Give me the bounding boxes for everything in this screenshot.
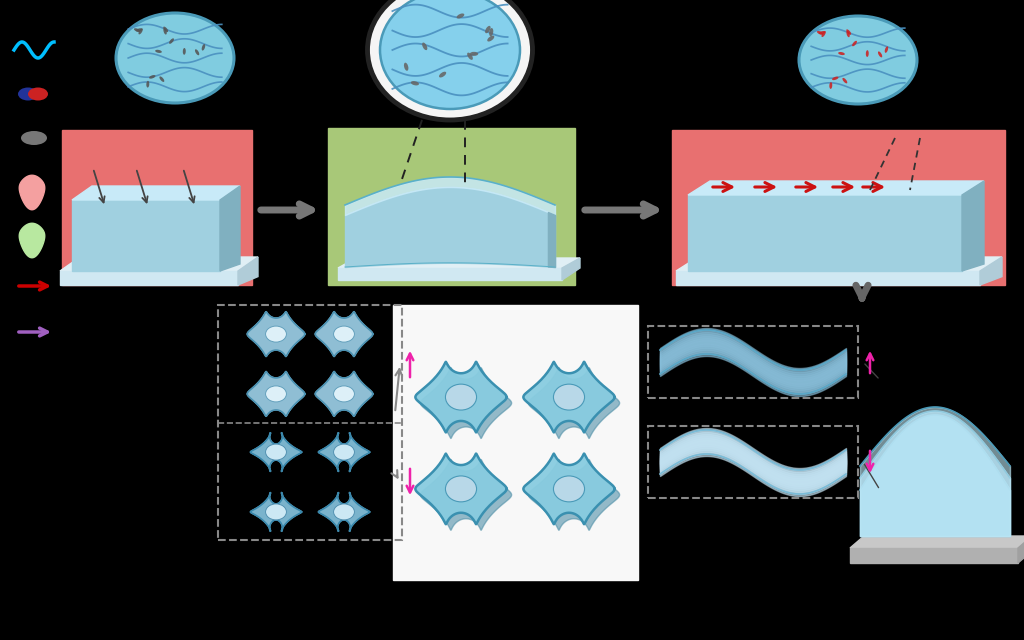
- Polygon shape: [523, 454, 614, 524]
- Ellipse shape: [146, 81, 150, 88]
- Polygon shape: [523, 362, 614, 433]
- Ellipse shape: [817, 31, 823, 35]
- Ellipse shape: [265, 326, 287, 342]
- Polygon shape: [688, 195, 962, 271]
- Ellipse shape: [163, 27, 168, 32]
- Ellipse shape: [799, 16, 918, 104]
- Polygon shape: [688, 181, 984, 195]
- Polygon shape: [247, 312, 305, 356]
- Polygon shape: [338, 258, 580, 268]
- Polygon shape: [528, 460, 620, 530]
- Ellipse shape: [183, 48, 185, 55]
- Ellipse shape: [368, 0, 532, 120]
- Polygon shape: [19, 175, 45, 210]
- Polygon shape: [72, 186, 240, 200]
- Ellipse shape: [885, 46, 888, 53]
- Ellipse shape: [467, 52, 473, 60]
- Polygon shape: [247, 372, 305, 416]
- Polygon shape: [980, 257, 1002, 285]
- Ellipse shape: [403, 63, 409, 71]
- Polygon shape: [562, 258, 580, 280]
- Ellipse shape: [866, 50, 868, 57]
- Ellipse shape: [169, 38, 174, 44]
- Ellipse shape: [470, 52, 478, 56]
- Ellipse shape: [156, 50, 162, 53]
- Ellipse shape: [334, 386, 354, 402]
- Ellipse shape: [839, 52, 845, 55]
- Bar: [648, 326, 858, 398]
- Polygon shape: [251, 433, 302, 472]
- Ellipse shape: [821, 31, 825, 37]
- Polygon shape: [416, 362, 507, 433]
- Polygon shape: [315, 372, 373, 416]
- Ellipse shape: [445, 476, 476, 502]
- Ellipse shape: [18, 88, 38, 100]
- Ellipse shape: [411, 81, 419, 85]
- Polygon shape: [672, 130, 1005, 285]
- Ellipse shape: [553, 476, 585, 502]
- Ellipse shape: [422, 42, 427, 50]
- Polygon shape: [60, 271, 238, 285]
- Ellipse shape: [487, 36, 495, 42]
- Ellipse shape: [485, 26, 490, 33]
- Polygon shape: [72, 200, 220, 271]
- Polygon shape: [338, 268, 562, 280]
- Polygon shape: [416, 454, 507, 524]
- Ellipse shape: [829, 82, 833, 89]
- Ellipse shape: [846, 29, 851, 35]
- Ellipse shape: [164, 28, 167, 35]
- Polygon shape: [328, 128, 575, 285]
- Polygon shape: [62, 130, 252, 285]
- Ellipse shape: [439, 72, 446, 77]
- Ellipse shape: [833, 77, 839, 80]
- Ellipse shape: [265, 386, 287, 402]
- Polygon shape: [850, 536, 1024, 548]
- Ellipse shape: [334, 504, 354, 520]
- Polygon shape: [528, 368, 620, 438]
- Ellipse shape: [445, 384, 476, 410]
- Ellipse shape: [819, 31, 825, 35]
- Polygon shape: [393, 305, 638, 580]
- Polygon shape: [421, 460, 512, 530]
- Ellipse shape: [380, 0, 520, 109]
- Ellipse shape: [489, 28, 494, 36]
- Ellipse shape: [160, 76, 164, 82]
- Polygon shape: [315, 312, 373, 356]
- Ellipse shape: [202, 44, 205, 51]
- Polygon shape: [962, 181, 984, 271]
- Polygon shape: [850, 548, 1018, 563]
- Bar: [648, 426, 858, 498]
- Ellipse shape: [22, 131, 47, 145]
- Ellipse shape: [334, 444, 354, 460]
- Ellipse shape: [457, 13, 464, 19]
- Polygon shape: [676, 271, 980, 285]
- Bar: [218, 305, 402, 540]
- Polygon shape: [251, 493, 302, 531]
- Ellipse shape: [116, 13, 234, 103]
- Polygon shape: [19, 223, 45, 258]
- Polygon shape: [60, 257, 258, 271]
- Ellipse shape: [150, 75, 156, 79]
- Ellipse shape: [134, 28, 140, 32]
- Ellipse shape: [334, 326, 354, 342]
- Polygon shape: [238, 257, 258, 285]
- Ellipse shape: [847, 31, 850, 37]
- Ellipse shape: [878, 51, 883, 58]
- Polygon shape: [318, 433, 370, 472]
- Polygon shape: [676, 257, 1002, 271]
- Ellipse shape: [265, 444, 287, 460]
- Ellipse shape: [843, 78, 847, 83]
- Ellipse shape: [136, 28, 142, 31]
- Ellipse shape: [138, 28, 142, 35]
- Ellipse shape: [195, 49, 200, 55]
- Ellipse shape: [852, 41, 857, 46]
- Ellipse shape: [553, 384, 585, 410]
- Polygon shape: [220, 186, 240, 271]
- Ellipse shape: [265, 504, 287, 520]
- Ellipse shape: [28, 88, 48, 100]
- Polygon shape: [421, 368, 512, 438]
- Polygon shape: [1018, 536, 1024, 563]
- Polygon shape: [318, 493, 370, 531]
